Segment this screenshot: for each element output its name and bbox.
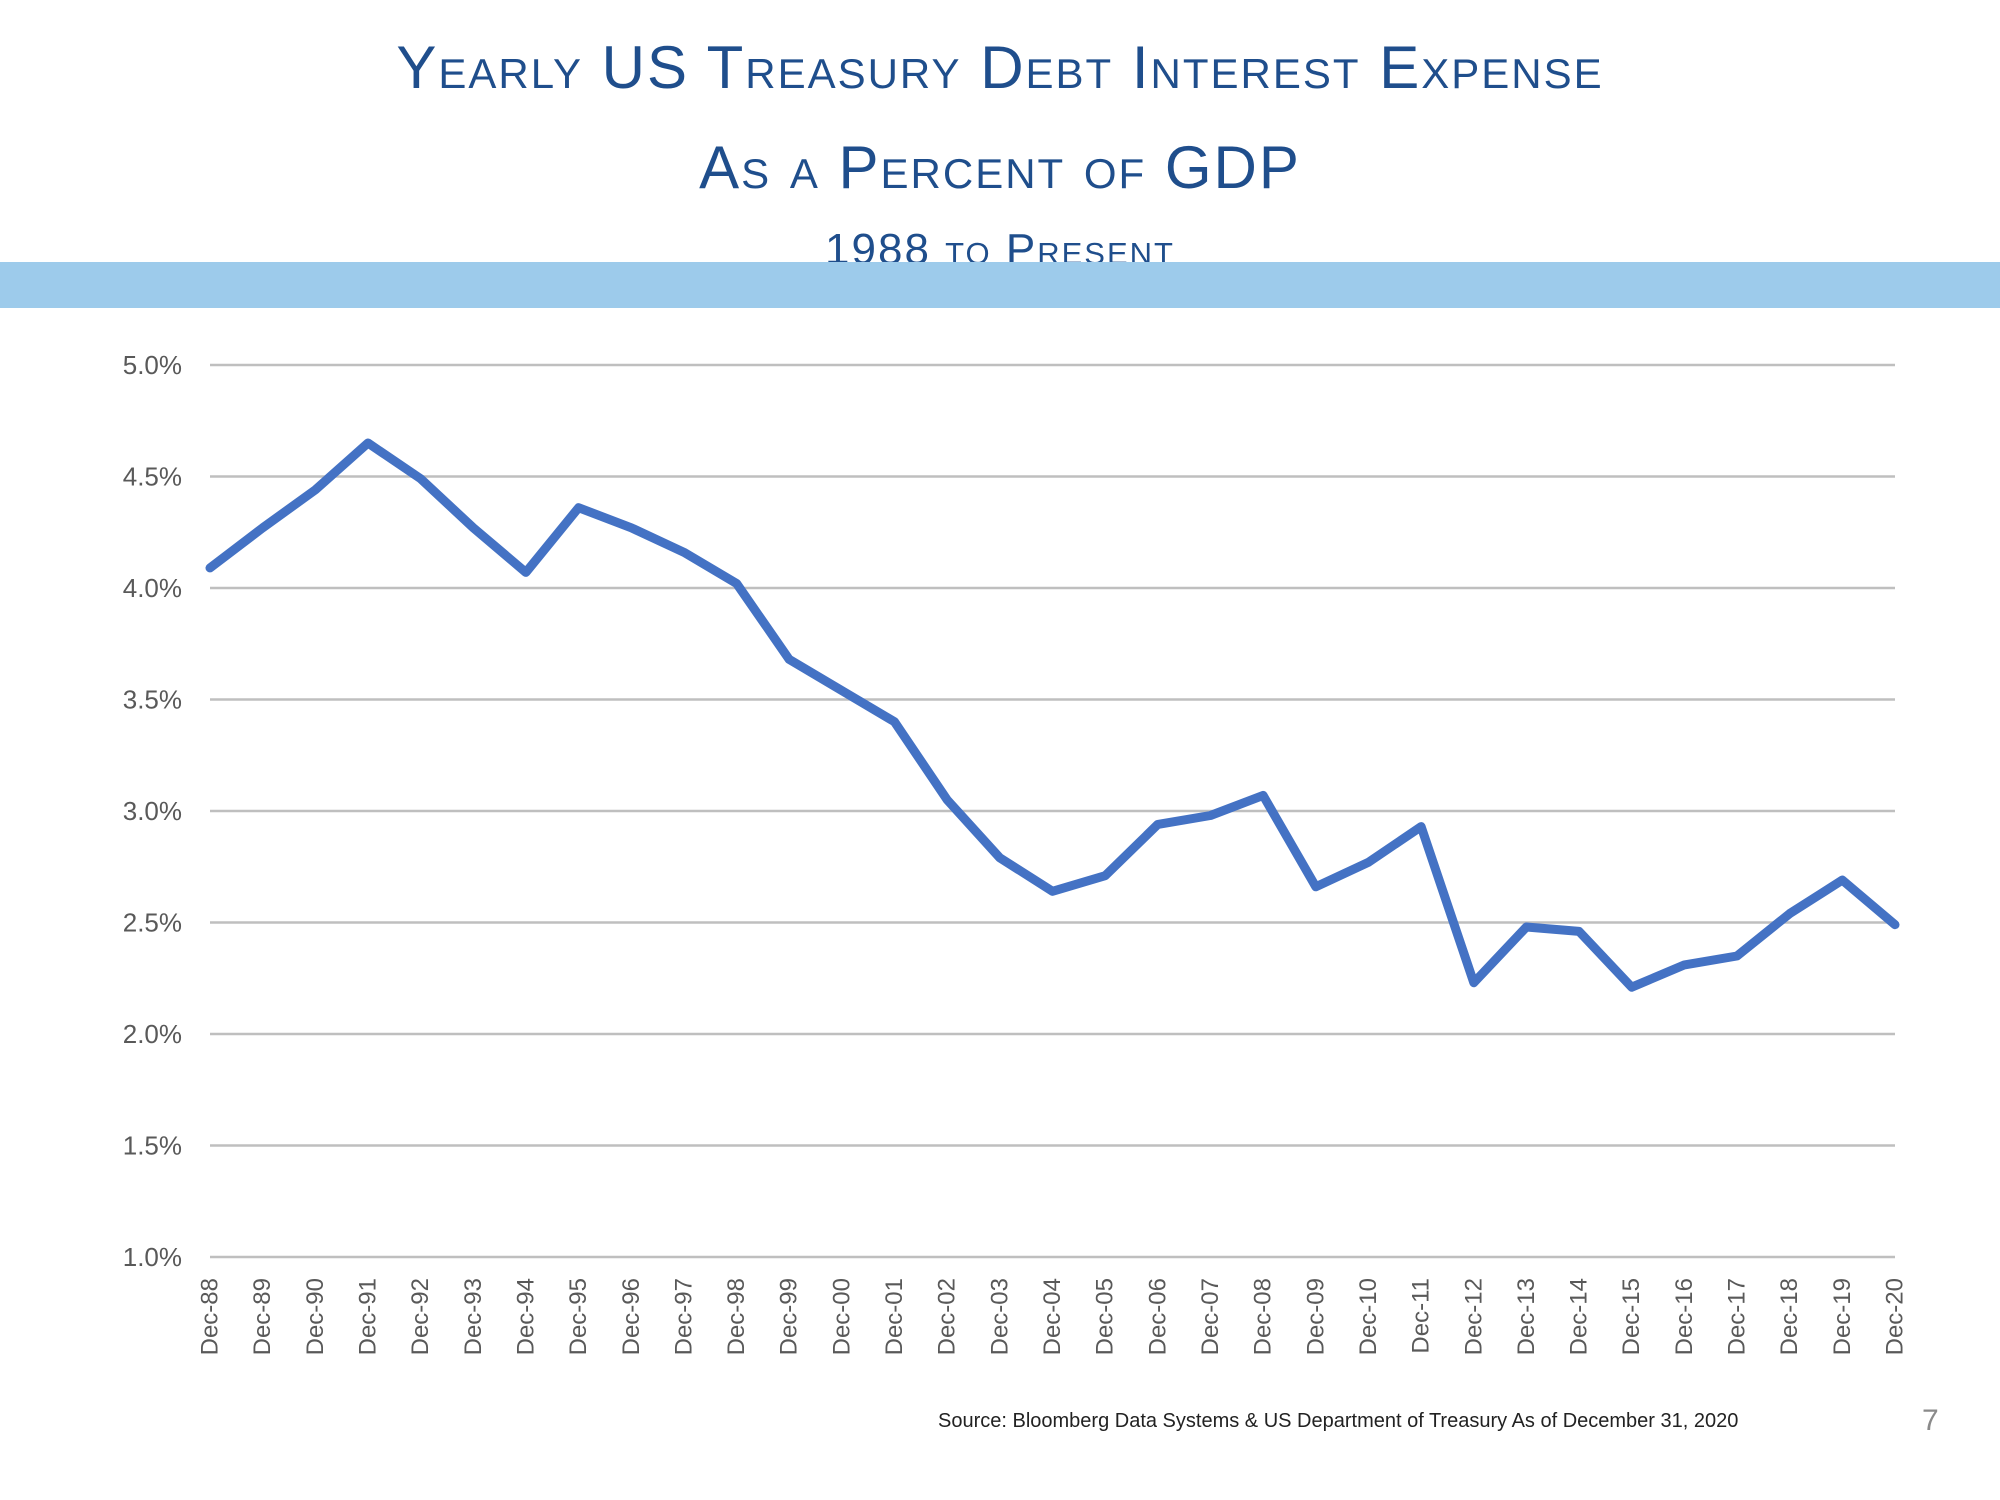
y-tick-label: 4.0% xyxy=(123,573,182,603)
x-tick-label: Dec-20 xyxy=(1882,1278,1909,1355)
x-tick-label: Dec-08 xyxy=(1250,1278,1277,1355)
data-point xyxy=(1523,923,1530,930)
x-tick-label: Dec-15 xyxy=(1618,1278,1645,1355)
data-point xyxy=(891,718,898,725)
data-point xyxy=(1049,888,1056,895)
x-tick-label: Dec-00 xyxy=(828,1278,855,1355)
data-point xyxy=(1892,921,1898,928)
data-point xyxy=(1628,984,1635,991)
data-point xyxy=(1260,792,1267,799)
x-tick-label: Dec-07 xyxy=(1197,1278,1224,1355)
x-tick-label: Dec-16 xyxy=(1671,1278,1698,1355)
x-tick-label: Dec-93 xyxy=(460,1278,487,1355)
title-block: Yearly US Treasury Debt Interest Expense… xyxy=(0,18,2000,282)
x-tick-label: Dec-99 xyxy=(776,1278,803,1355)
y-axis-tick-labels: 1.0% 1.5% 2.0% 2.5% 3.0% 3.5% 4.0% 4.5% 5.0% xyxy=(123,350,182,1272)
page-number: 7 xyxy=(1922,1404,1939,1437)
series-line xyxy=(205,438,1900,992)
data-point xyxy=(1365,859,1372,866)
x-tick-label: Dec-06 xyxy=(1144,1278,1171,1355)
source-note: Source: Bloomberg Data Systems & US Depa… xyxy=(938,1410,1739,1432)
x-tick-label: Dec-11 xyxy=(1408,1278,1435,1354)
data-point xyxy=(207,564,213,571)
data-point xyxy=(786,656,793,663)
y-tick-label: 1.5% xyxy=(123,1131,182,1161)
data-point xyxy=(312,486,319,493)
x-tick-label: Dec-92 xyxy=(407,1278,434,1355)
x-tick-label: Dec-04 xyxy=(1039,1278,1066,1355)
data-point xyxy=(575,504,582,511)
y-tick-label: 3.0% xyxy=(123,796,182,826)
x-tick-label: Dec-94 xyxy=(512,1278,539,1355)
data-point xyxy=(1470,979,1477,986)
x-tick-label: Dec-10 xyxy=(1355,1278,1382,1355)
data-point xyxy=(1312,883,1319,890)
x-tick-label: Dec-14 xyxy=(1566,1278,1593,1355)
data-point xyxy=(1681,961,1688,968)
data-point xyxy=(733,580,740,587)
y-tick-label: 2.0% xyxy=(123,1019,182,1049)
x-tick-label: Dec-09 xyxy=(1302,1278,1329,1355)
x-tick-label: Dec-12 xyxy=(1460,1278,1487,1355)
x-tick-label: Dec-17 xyxy=(1724,1278,1751,1355)
x-tick-label: Dec-98 xyxy=(723,1278,750,1355)
y-tick-label: 4.5% xyxy=(123,462,182,492)
x-tick-label: Dec-19 xyxy=(1829,1278,1856,1355)
data-point xyxy=(1786,910,1793,917)
x-tick-label: Dec-91 xyxy=(354,1278,381,1355)
data-point xyxy=(1839,877,1846,884)
y-tick-label: 2.5% xyxy=(123,908,182,938)
data-point xyxy=(1418,823,1425,830)
data-point xyxy=(417,475,424,482)
data-point xyxy=(944,796,951,803)
chart-title-line-2: As a Percent of GDP xyxy=(699,134,1301,201)
data-point xyxy=(522,569,529,576)
x-tick-label: Dec-90 xyxy=(302,1278,329,1355)
data-point xyxy=(1154,821,1161,828)
x-tick-label: Dec-96 xyxy=(618,1278,645,1355)
chart-title-line-1: Yearly US Treasury Debt Interest Expense xyxy=(396,34,1604,101)
data-point xyxy=(996,854,1003,861)
accent-band xyxy=(0,262,2000,308)
data-point xyxy=(1734,952,1741,959)
data-point xyxy=(838,687,845,694)
data-point xyxy=(364,440,371,447)
data-point xyxy=(1207,812,1214,819)
x-tick-label: Dec-13 xyxy=(1513,1278,1540,1355)
x-tick-label: Dec-89 xyxy=(249,1278,276,1355)
y-tick-label: 3.5% xyxy=(123,685,182,715)
x-tick-label: Dec-18 xyxy=(1776,1278,1803,1355)
x-tick-label: Dec-03 xyxy=(986,1278,1013,1355)
x-axis-tick-labels: Dec-88 Dec-89 Dec-90 Dec-91 Dec-92 Dec-93 Dec-… xyxy=(197,1278,1909,1355)
x-tick-label: Dec-05 xyxy=(1092,1278,1119,1355)
data-point xyxy=(1576,928,1583,935)
y-tick-label: 5.0% xyxy=(123,350,182,380)
x-tick-label: Dec-97 xyxy=(670,1278,697,1355)
data-point xyxy=(1102,872,1109,879)
data-point xyxy=(259,524,266,531)
x-tick-label: Dec-01 xyxy=(881,1278,908,1355)
series-layer xyxy=(205,438,1900,992)
x-tick-label: Dec-95 xyxy=(565,1278,592,1355)
x-tick-label: Dec-88 xyxy=(197,1278,224,1355)
y-tick-label: 1.0% xyxy=(123,1242,182,1272)
data-point xyxy=(470,524,477,531)
gridlines xyxy=(210,363,1895,1259)
x-tick-label: Dec-02 xyxy=(934,1278,961,1355)
data-point xyxy=(628,524,635,531)
data-point xyxy=(680,549,687,556)
